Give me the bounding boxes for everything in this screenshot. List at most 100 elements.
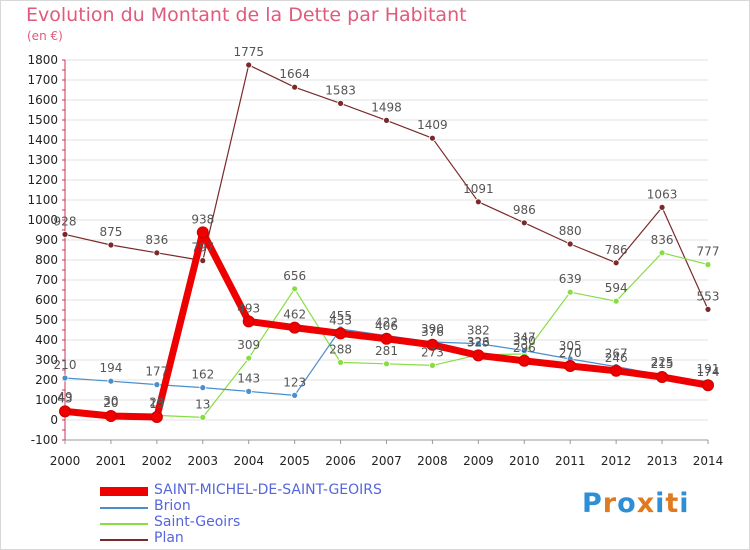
data-label: 49	[57, 390, 72, 404]
data-point	[104, 410, 117, 422]
data-point	[612, 297, 620, 305]
legend-item: SAINT-MICHEL-DE-SAINT-GEOIRS	[100, 482, 420, 500]
data-point	[245, 387, 253, 395]
data-label: 123	[283, 375, 306, 389]
data-label: 225	[651, 355, 674, 369]
data-label: 786	[605, 243, 628, 257]
data-label: 986	[513, 203, 536, 217]
data-point	[704, 261, 712, 269]
legend-swatch	[100, 487, 148, 496]
data-label: 433	[329, 313, 352, 327]
data-point	[474, 340, 482, 348]
data-point	[612, 259, 620, 267]
data-point	[337, 100, 344, 107]
data-label: 797	[191, 241, 214, 255]
legend-label: Saint-Geoirs	[154, 514, 241, 530]
data-point	[429, 134, 436, 142]
legend-label: Plan	[154, 530, 184, 546]
data-point	[520, 347, 528, 355]
x-tick-label: 2000	[50, 454, 81, 468]
legend: SAINT-MICHEL-DE-SAINT-GEOIRS Brion Saint…	[100, 482, 420, 548]
data-label: 30	[103, 394, 118, 408]
data-point	[199, 413, 207, 421]
data-label: 191	[697, 362, 720, 376]
data-point	[566, 288, 574, 296]
data-label: 836	[145, 233, 168, 247]
x-tick-label: 2013	[647, 454, 678, 468]
data-point	[520, 219, 528, 227]
legend-swatch	[100, 507, 148, 509]
x-tick-label: 2004	[233, 454, 264, 468]
data-label: 376	[421, 325, 444, 339]
data-point	[196, 226, 209, 239]
x-tick-label: 2005	[279, 454, 310, 468]
y-tick-label: -100	[31, 433, 58, 447]
y-tick-label: 1800	[27, 53, 58, 67]
data-point	[380, 332, 393, 345]
y-tick-label: 900	[35, 233, 58, 247]
data-label: 938	[191, 212, 214, 226]
data-point	[199, 257, 207, 265]
data-label: 210	[54, 358, 77, 372]
data-point	[61, 230, 69, 238]
data-label: 162	[191, 368, 214, 382]
y-tick-label: 800	[35, 253, 58, 267]
proxiti-logo: Proxiti	[582, 488, 690, 519]
data-point	[245, 354, 253, 362]
data-label: 594	[605, 281, 628, 295]
data-label: 347	[513, 331, 536, 345]
data-label: 1664	[279, 67, 310, 81]
data-label: 422	[375, 316, 398, 330]
x-tick-label: 2003	[188, 454, 219, 468]
y-tick-label: 200	[35, 373, 58, 387]
data-label: 1583	[325, 83, 356, 97]
data-point	[291, 285, 299, 293]
data-label: 836	[651, 233, 674, 247]
y-tick-label: 500	[35, 313, 58, 327]
data-point	[153, 381, 161, 389]
data-label: 323	[467, 335, 490, 349]
legend-item: Saint-Geoirs	[100, 514, 420, 532]
data-point	[61, 374, 69, 382]
data-label: 288	[329, 342, 352, 356]
data-point	[291, 391, 299, 399]
data-label: 296	[513, 341, 536, 355]
data-label: 215	[651, 357, 674, 371]
data-label: 270	[559, 346, 582, 360]
y-tick-label: 0	[50, 413, 58, 427]
data-label: 1775	[233, 45, 264, 59]
data-label: 880	[559, 224, 582, 238]
data-label: 1091	[463, 182, 494, 196]
data-point	[199, 384, 207, 392]
data-point	[564, 360, 577, 372]
data-point	[291, 83, 299, 91]
data-label: 194	[99, 361, 122, 375]
data-point	[610, 364, 623, 377]
y-tick-label: 700	[35, 273, 58, 287]
data-point	[59, 405, 71, 418]
data-label: 267	[605, 347, 628, 361]
y-tick-label: 1000	[27, 213, 58, 227]
data-point	[518, 354, 531, 367]
data-label: 455	[329, 309, 352, 323]
legend-swatch	[100, 539, 148, 541]
data-point	[242, 315, 255, 328]
data-label: 174	[697, 365, 720, 379]
y-tick-label: 1300	[27, 153, 58, 167]
y-tick-label: 300	[35, 353, 58, 367]
y-tick-label: 400	[35, 333, 58, 347]
data-label: 246	[605, 351, 628, 365]
data-label: 1409	[417, 118, 448, 132]
legend-item: Plan	[100, 530, 420, 548]
data-label: 273	[421, 345, 444, 359]
legend-label: SAINT-MICHEL-DE-SAINT-GEOIRS	[154, 482, 382, 498]
data-point	[107, 377, 115, 385]
data-point	[288, 321, 301, 334]
data-label: 309	[237, 338, 260, 352]
data-label: 493	[237, 301, 260, 315]
data-label: 23	[149, 395, 164, 409]
data-label: 406	[375, 319, 398, 333]
legend-swatch	[100, 523, 148, 525]
data-point	[245, 61, 253, 69]
y-tick-label: 1200	[27, 173, 58, 187]
